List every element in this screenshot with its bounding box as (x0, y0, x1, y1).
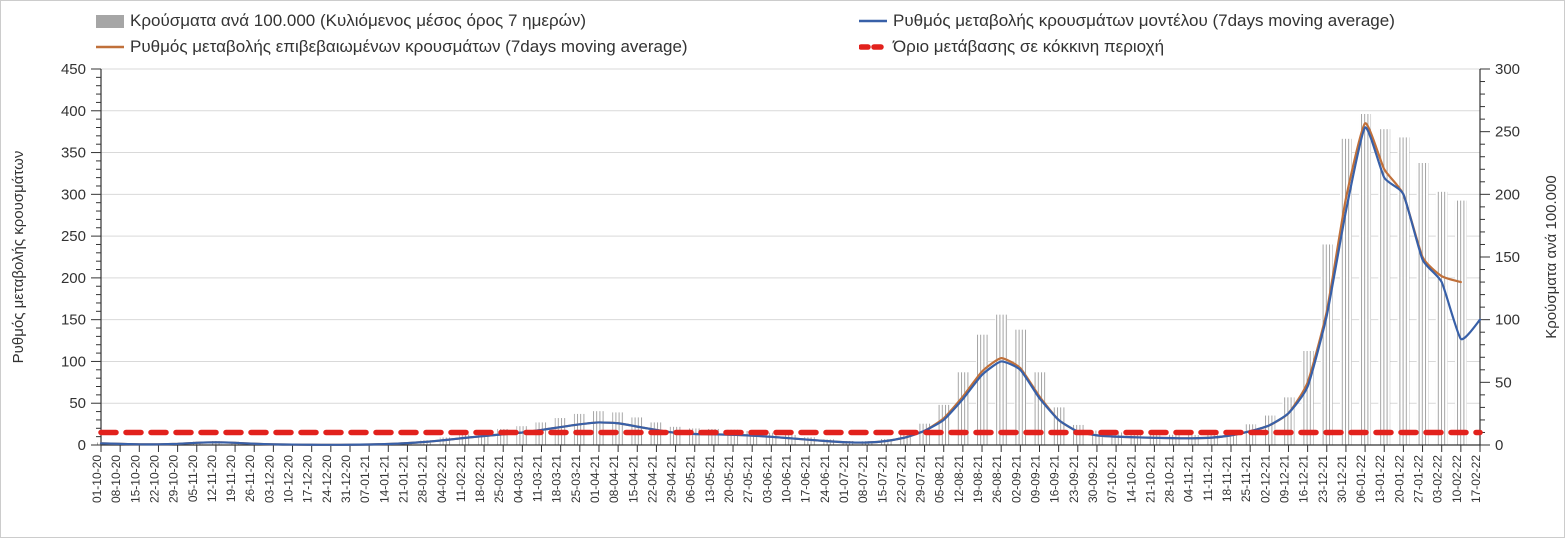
svg-text:23-12-21: 23-12-21 (1316, 455, 1330, 503)
svg-text:05-08-21: 05-08-21 (933, 455, 947, 503)
svg-text:0: 0 (78, 437, 86, 454)
svg-text:29-10-20: 29-10-20 (167, 455, 181, 503)
svg-text:150: 150 (1495, 249, 1520, 266)
svg-text:01-04-21: 01-04-21 (588, 455, 602, 503)
svg-text:11-11-21: 11-11-21 (1201, 455, 1215, 502)
svg-text:08-10-20: 08-10-20 (109, 455, 123, 503)
svg-text:17-06-21: 17-06-21 (799, 455, 813, 503)
svg-text:Ρυθμός μεταβολής κρουσμάτων: Ρυθμός μεταβολής κρουσμάτων (10, 151, 27, 364)
svg-text:27-01-22: 27-01-22 (1412, 455, 1426, 503)
svg-text:18-02-21: 18-02-21 (473, 455, 487, 503)
svg-text:21-10-21: 21-10-21 (1143, 455, 1157, 503)
svg-text:21-01-21: 21-01-21 (396, 455, 410, 503)
svg-text:250: 250 (61, 228, 86, 245)
svg-text:22-04-21: 22-04-21 (645, 455, 659, 503)
svg-text:13-01-22: 13-01-22 (1373, 455, 1387, 503)
svg-text:400: 400 (61, 103, 86, 120)
svg-text:13-05-21: 13-05-21 (703, 455, 717, 503)
svg-text:02-12-21: 02-12-21 (1258, 455, 1272, 503)
svg-text:27-05-21: 27-05-21 (741, 455, 755, 503)
svg-text:20-05-21: 20-05-21 (722, 455, 736, 503)
svg-text:30-12-21: 30-12-21 (1335, 455, 1349, 503)
svg-text:50: 50 (69, 395, 86, 412)
svg-text:350: 350 (61, 145, 86, 162)
svg-text:03-06-21: 03-06-21 (760, 455, 774, 503)
svg-text:01-10-20: 01-10-20 (90, 455, 104, 503)
svg-text:07-01-21: 07-01-21 (358, 455, 372, 503)
svg-text:150: 150 (61, 312, 86, 329)
svg-text:10-12-20: 10-12-20 (282, 455, 296, 503)
svg-text:15-07-21: 15-07-21 (875, 455, 889, 503)
svg-text:11-03-21: 11-03-21 (531, 455, 545, 502)
svg-text:29-07-21: 29-07-21 (914, 455, 928, 503)
svg-text:08-07-21: 08-07-21 (856, 455, 870, 503)
svg-text:300: 300 (1495, 61, 1520, 78)
svg-text:200: 200 (61, 270, 86, 287)
svg-text:10-06-21: 10-06-21 (780, 455, 794, 503)
svg-text:Κρούσματα ανά 100.000: Κρούσματα ανά 100.000 (1543, 175, 1560, 338)
svg-text:250: 250 (1495, 124, 1520, 141)
svg-text:25-11-21: 25-11-21 (1239, 455, 1253, 502)
svg-text:300: 300 (61, 186, 86, 203)
svg-text:28-01-21: 28-01-21 (416, 455, 430, 503)
svg-text:15-10-20: 15-10-20 (128, 455, 142, 503)
svg-text:18-11-21: 18-11-21 (1220, 455, 1234, 502)
svg-text:50: 50 (1495, 374, 1512, 391)
svg-text:17-02-22: 17-02-22 (1469, 455, 1483, 503)
svg-text:100: 100 (1495, 312, 1520, 329)
svg-text:24-06-21: 24-06-21 (818, 455, 832, 503)
svg-text:18-03-21: 18-03-21 (550, 455, 564, 503)
svg-text:0: 0 (1495, 437, 1503, 454)
svg-text:28-10-21: 28-10-21 (1163, 455, 1177, 503)
svg-text:25-02-21: 25-02-21 (492, 455, 506, 503)
svg-text:02-09-21: 02-09-21 (1009, 455, 1023, 503)
svg-text:05-11-20: 05-11-20 (186, 455, 200, 502)
svg-text:22-07-21: 22-07-21 (894, 455, 908, 503)
svg-text:29-04-21: 29-04-21 (665, 455, 679, 503)
svg-text:100: 100 (61, 353, 86, 370)
svg-text:16-12-21: 16-12-21 (1297, 455, 1311, 503)
svg-text:19-11-20: 19-11-20 (224, 455, 238, 502)
svg-text:06-01-22: 06-01-22 (1354, 455, 1368, 503)
svg-text:450: 450 (61, 61, 86, 78)
svg-text:04-11-21: 04-11-21 (1182, 455, 1196, 502)
svg-text:24-12-20: 24-12-20 (320, 455, 334, 503)
svg-text:19-08-21: 19-08-21 (971, 455, 985, 503)
svg-text:15-04-21: 15-04-21 (626, 455, 640, 503)
svg-text:03-02-22: 03-02-22 (1431, 455, 1445, 503)
svg-text:09-09-21: 09-09-21 (1028, 455, 1042, 503)
svg-text:12-11-20: 12-11-20 (205, 455, 219, 502)
svg-text:26-11-20: 26-11-20 (243, 455, 257, 502)
svg-text:04-02-21: 04-02-21 (435, 455, 449, 503)
svg-text:22-10-20: 22-10-20 (147, 455, 161, 503)
svg-text:26-08-21: 26-08-21 (990, 455, 1004, 503)
svg-text:11-02-21: 11-02-21 (454, 455, 468, 502)
svg-text:01-07-21: 01-07-21 (837, 455, 851, 503)
svg-text:03-12-20: 03-12-20 (262, 455, 276, 503)
svg-text:200: 200 (1495, 186, 1520, 203)
svg-text:25-03-21: 25-03-21 (569, 455, 583, 503)
svg-text:16-09-21: 16-09-21 (1048, 455, 1062, 503)
svg-text:04-03-21: 04-03-21 (511, 455, 525, 503)
svg-text:30-09-21: 30-09-21 (1086, 455, 1100, 503)
svg-text:23-09-21: 23-09-21 (1067, 455, 1081, 503)
svg-text:09-12-21: 09-12-21 (1277, 455, 1291, 503)
svg-text:06-05-21: 06-05-21 (684, 455, 698, 503)
svg-text:07-10-21: 07-10-21 (1105, 455, 1119, 503)
svg-text:31-12-20: 31-12-20 (339, 455, 353, 503)
svg-text:14-01-21: 14-01-21 (377, 455, 391, 503)
svg-text:10-02-22: 10-02-22 (1450, 455, 1464, 503)
svg-text:08-04-21: 08-04-21 (607, 455, 621, 503)
svg-text:12-08-21: 12-08-21 (952, 455, 966, 503)
svg-text:20-01-22: 20-01-22 (1392, 455, 1406, 503)
svg-text:14-10-21: 14-10-21 (1124, 455, 1138, 503)
svg-text:17-12-20: 17-12-20 (301, 455, 315, 503)
